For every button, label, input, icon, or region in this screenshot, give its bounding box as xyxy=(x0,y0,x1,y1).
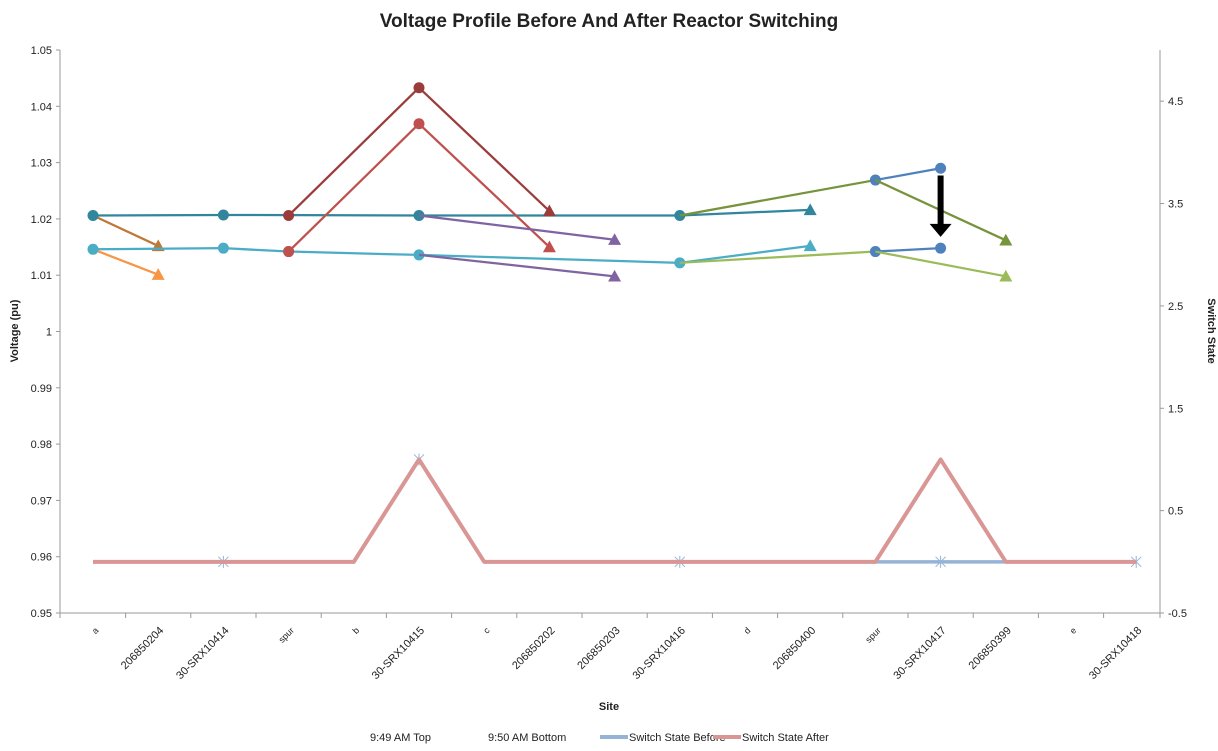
data-point xyxy=(803,239,817,252)
series-line xyxy=(93,457,1137,564)
x-tick-label: 206850204 xyxy=(119,625,166,672)
x-tick-label: 206850203 xyxy=(575,625,622,672)
x-tick-label: 206850202 xyxy=(510,625,557,672)
legend-label: Switch State Before xyxy=(629,732,726,744)
series-line xyxy=(418,122,551,248)
y2-tick-label: 4.5 xyxy=(1168,96,1183,108)
series-line xyxy=(679,178,876,217)
x-tick-label: spur xyxy=(863,625,882,644)
x-tick-label: d xyxy=(742,625,753,636)
series-line xyxy=(418,86,551,212)
y-tick-label: 1.05 xyxy=(31,45,52,57)
data-point xyxy=(999,269,1013,282)
annotation-arrow-head xyxy=(929,223,952,237)
x-tick-label: e xyxy=(1068,625,1079,636)
data-point xyxy=(935,242,947,254)
series-line xyxy=(875,167,941,182)
y2-axis-title: Switch State xyxy=(1205,298,1217,363)
x-tick-label: 30-SRX10416 xyxy=(631,625,688,682)
y-tick-label: 0.99 xyxy=(31,383,52,395)
data-point xyxy=(542,204,556,217)
y2-tick-label: 3.5 xyxy=(1168,199,1183,211)
series-line xyxy=(679,244,811,264)
y-axis-title: Voltage (pu) xyxy=(9,299,21,362)
series-line xyxy=(418,253,615,278)
y2-tick-label: 0.5 xyxy=(1168,506,1183,518)
y2-tick-label: 2.5 xyxy=(1168,301,1183,313)
series-line xyxy=(679,250,876,264)
data-point xyxy=(283,210,295,222)
series-line xyxy=(679,208,811,217)
x-tick-label: 206850400 xyxy=(771,625,818,672)
series-line xyxy=(92,214,159,247)
y-tick-label: 0.98 xyxy=(31,439,52,451)
series-line xyxy=(875,247,941,253)
data-point xyxy=(608,269,622,282)
legend-label: 9:50 AM Bottom xyxy=(488,732,566,744)
data-point xyxy=(283,246,295,258)
series-line xyxy=(418,214,615,241)
x-axis-title: Site xyxy=(599,701,619,713)
data-point xyxy=(999,233,1013,246)
data-point xyxy=(608,233,622,245)
series-line xyxy=(92,247,680,264)
x-tick-label: 30-SRX10418 xyxy=(1087,625,1144,682)
y2-tick-label: 1.5 xyxy=(1168,403,1183,415)
data-point xyxy=(935,555,946,568)
y-tick-label: 0.95 xyxy=(31,608,52,620)
x-tick-label: spur xyxy=(277,625,296,644)
data-point xyxy=(542,240,556,253)
chart-title: Voltage Profile Before And After Reactor… xyxy=(380,11,839,32)
y-tick-label: 1.03 xyxy=(31,158,52,170)
data-point xyxy=(151,268,165,280)
x-tick-label: b xyxy=(351,625,362,636)
y-tick-label: 1.01 xyxy=(31,270,52,282)
data-point xyxy=(217,242,229,254)
y-tick-label: 0.97 xyxy=(31,495,52,507)
series-line xyxy=(875,250,1007,278)
data-point xyxy=(935,162,947,174)
series-line xyxy=(287,86,420,217)
x-tick-label: 206850399 xyxy=(967,625,1014,672)
series-line xyxy=(93,457,1137,564)
y2-tick-label: -0.5 xyxy=(1168,608,1187,620)
x-tick-label: a xyxy=(90,625,101,636)
series-line xyxy=(287,122,420,253)
y-tick-label: 1 xyxy=(46,327,52,339)
series-line xyxy=(92,213,680,217)
x-tick-label: c xyxy=(481,625,492,636)
legend-label: Switch State After xyxy=(742,732,829,744)
x-tick-label: 30-SRX10417 xyxy=(891,625,948,682)
data-point xyxy=(803,203,817,216)
x-tick-label: 30-SRX10414 xyxy=(174,625,231,682)
legend-label: 9:49 AM Top xyxy=(370,732,431,744)
data-point xyxy=(87,243,99,255)
series-line xyxy=(92,248,159,276)
data-point xyxy=(87,210,99,222)
data-point xyxy=(217,209,229,221)
y-tick-label: 1.04 xyxy=(31,101,52,113)
x-tick-label: 30-SRX10415 xyxy=(370,625,427,682)
y-tick-label: 0.96 xyxy=(31,552,52,564)
y-tick-label: 1.02 xyxy=(31,214,52,226)
